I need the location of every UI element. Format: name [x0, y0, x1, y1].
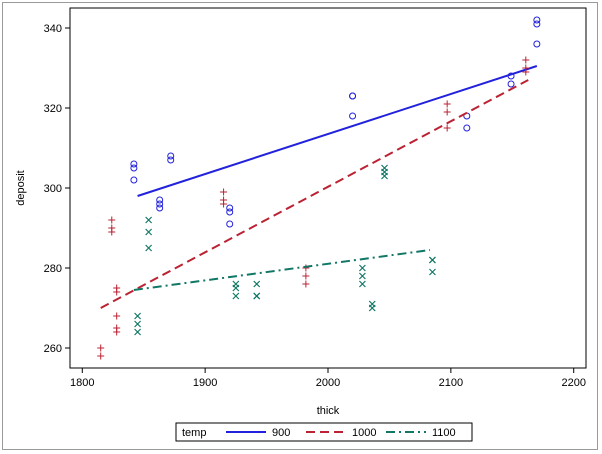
- x-axis-title: thick: [317, 405, 340, 417]
- data-point: [533, 16, 541, 24]
- data-point: [108, 216, 116, 224]
- legend-label-900: 900: [272, 427, 290, 439]
- data-point: [156, 204, 164, 212]
- data-point: [358, 264, 366, 272]
- x-tick-label: 2200: [561, 377, 585, 389]
- data-point: [226, 220, 234, 228]
- data-point: [302, 272, 310, 280]
- fit-line-900: [137, 65, 538, 197]
- y-axis-title: deposit: [15, 170, 27, 205]
- y-tick-label: 300: [44, 183, 62, 195]
- data-point: [134, 312, 141, 320]
- series-1000: [97, 56, 530, 360]
- data-point: [145, 244, 153, 252]
- data-point: [156, 196, 164, 204]
- fit-line-1100: [133, 249, 431, 291]
- fit-line-1000: [100, 79, 529, 309]
- data-point: [368, 304, 376, 312]
- legend-label-1000: 1000: [352, 427, 376, 439]
- data-point: [533, 40, 541, 48]
- data-point: [358, 272, 366, 280]
- data-point: [463, 124, 471, 132]
- legend: temp 900 1000 1100: [175, 422, 473, 442]
- data-point: [220, 200, 228, 208]
- data-point: [349, 112, 357, 120]
- data-point: [97, 352, 105, 360]
- data-point: [134, 328, 141, 336]
- data-point: [443, 108, 451, 116]
- data-point: [232, 284, 240, 292]
- data-point: [145, 216, 153, 224]
- data-point: [130, 176, 138, 184]
- y-tick-label: 280: [44, 263, 62, 275]
- data-point: [349, 92, 357, 100]
- data-point: [113, 312, 121, 320]
- data-point: [226, 208, 234, 216]
- data-point: [130, 160, 138, 168]
- data-point: [220, 188, 228, 196]
- plot-area: [69, 7, 587, 369]
- data-point: [113, 288, 121, 296]
- data-point: [381, 172, 388, 180]
- data-point: [97, 344, 105, 352]
- series-900: [130, 16, 541, 228]
- y-tick-label: 340: [44, 23, 62, 35]
- data-point: [130, 164, 138, 172]
- data-point: [507, 80, 515, 88]
- data-point: [522, 56, 530, 64]
- legend-label-1100: 1100: [432, 427, 456, 439]
- data-point: [443, 124, 451, 132]
- x-tick-label: 1800: [70, 377, 94, 389]
- data-point: [145, 228, 153, 236]
- series-1100: [133, 164, 436, 336]
- data-point: [108, 228, 116, 236]
- data-point: [533, 20, 541, 28]
- data-point: [134, 320, 141, 328]
- legend-title: temp: [182, 427, 206, 439]
- data-point: [429, 256, 436, 264]
- x-tick-label: 1900: [193, 377, 217, 389]
- data-point: [167, 156, 175, 164]
- data-point: [522, 68, 530, 76]
- chart-frame: [2, 2, 598, 450]
- y-tick-label: 320: [44, 103, 62, 115]
- data-point: [113, 328, 121, 336]
- data-point: [443, 100, 451, 108]
- data-point: [253, 292, 261, 300]
- x-tick-label: 2000: [316, 377, 340, 389]
- data-point: [226, 204, 234, 212]
- data-point: [167, 152, 175, 160]
- data-point: [232, 292, 240, 300]
- axis-ticks: 1800 1900 2000 2100 2200 260 280 300 320 340: [44, 23, 586, 389]
- data-point: [253, 280, 261, 288]
- data-point: [156, 200, 164, 208]
- data-point: [358, 280, 366, 288]
- series-layer: [97, 16, 541, 360]
- x-tick-label: 2100: [439, 377, 463, 389]
- y-tick-label: 260: [44, 343, 62, 355]
- data-point: [302, 280, 310, 288]
- data-point: [429, 268, 436, 276]
